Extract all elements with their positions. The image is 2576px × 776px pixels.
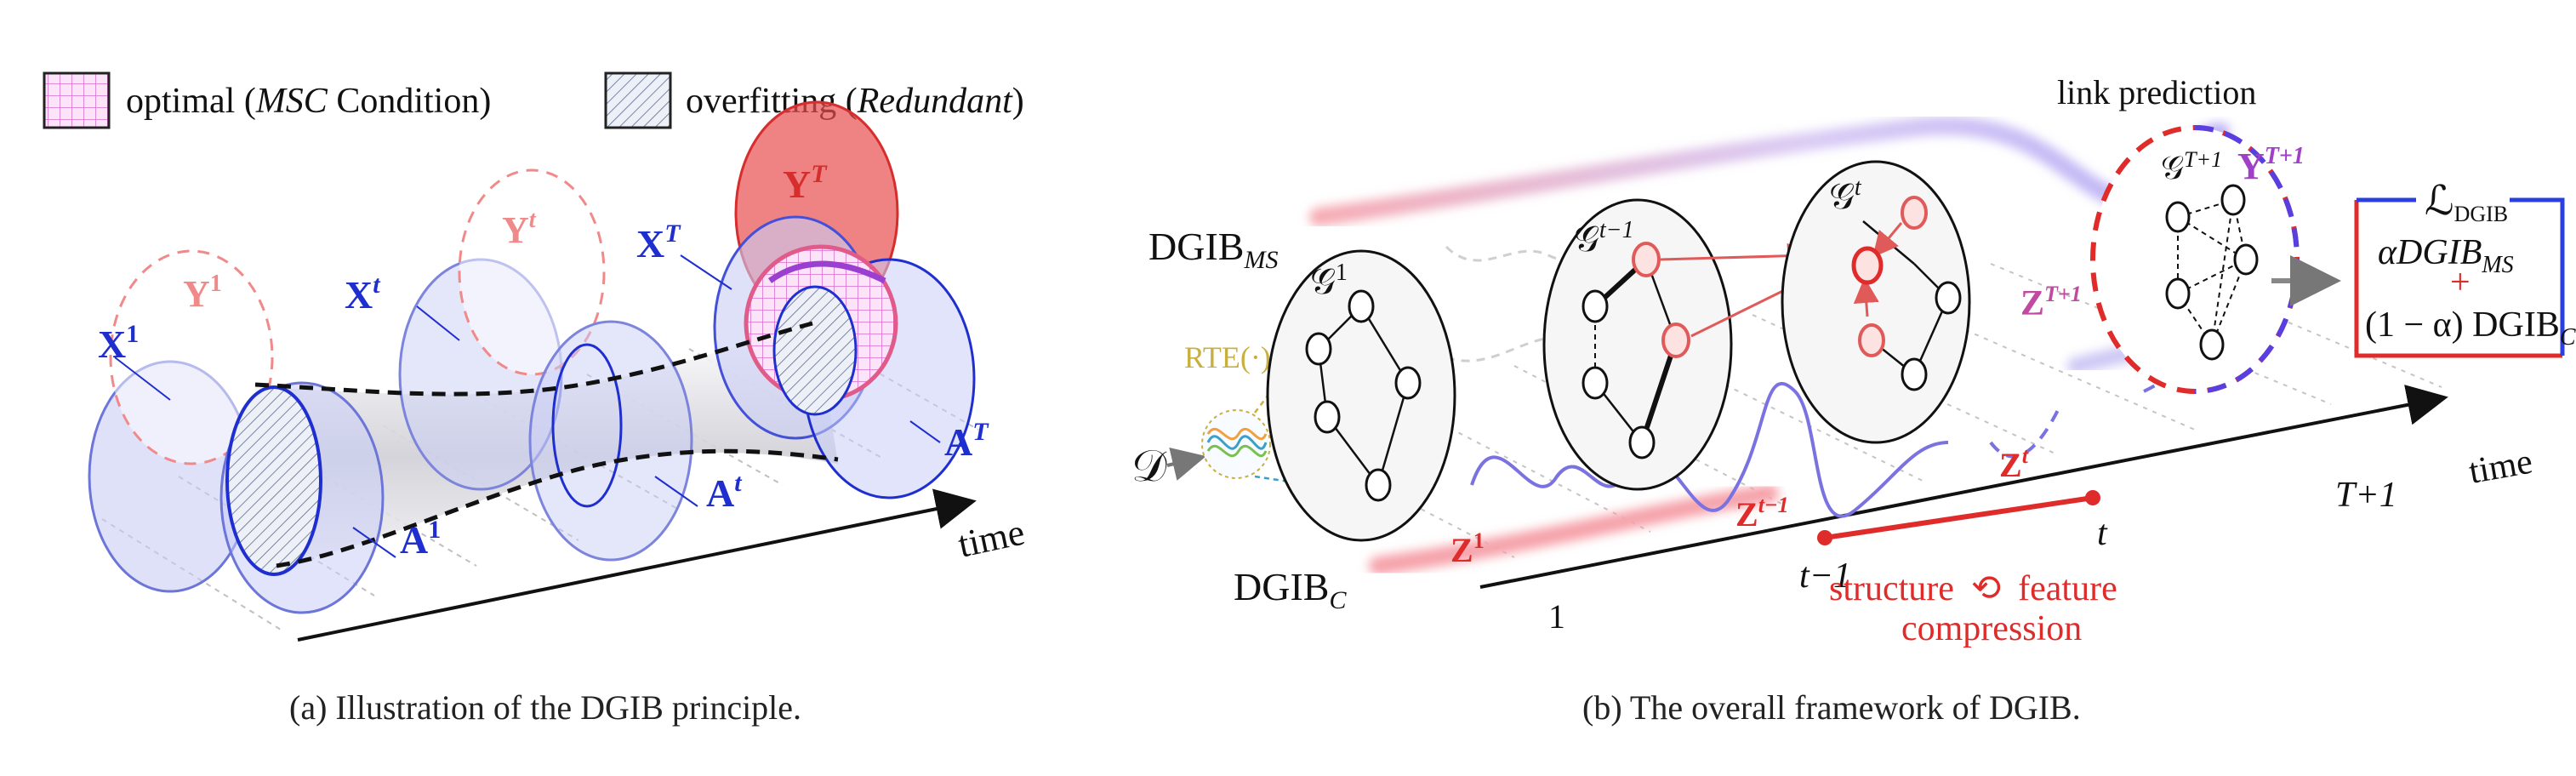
label-at: At	[706, 469, 743, 515]
ghost-waves	[1445, 245, 1634, 362]
at-ellipse	[528, 320, 693, 562]
svg-text:𝒢t−1: 𝒢t−1	[1574, 217, 1634, 260]
tick-1: 1	[1548, 597, 1565, 636]
overfitting-region-T	[772, 285, 858, 416]
loss-plus: +	[2450, 263, 2471, 302]
wave-icon-green	[1206, 444, 1268, 458]
tick-t: t	[2097, 514, 2108, 553]
graph-gt: 𝒢t	[1781, 160, 1971, 444]
zt-label: Zt	[1999, 443, 2029, 484]
legend: optimal (MSC Condition) overfitting (Red…	[43, 71, 1024, 129]
compression-line1: structure ⟲ feature	[1829, 569, 2117, 608]
legend-optimal-swatch	[43, 71, 111, 129]
label-yT: YT	[783, 160, 828, 206]
svg-text:ℒDGIB: ℒDGIB	[2425, 179, 2508, 226]
loss-box: ℒDGIB αDGIBMS + (1 − α) DGIBC	[2354, 179, 2576, 358]
dgib-ms-label: DGIBMS	[1148, 225, 1278, 274]
panel-b-time-axis	[1479, 385, 2448, 589]
tube-top-boundary	[254, 321, 813, 397]
wave-icon-blue	[1206, 435, 1268, 450]
tube-bottom-boundary	[276, 448, 839, 568]
caption-a: (a) Illustration of the DGIB principle.	[289, 688, 802, 727]
tick-dot-t	[2085, 490, 2100, 505]
caption-b: (b) The overall framework of DGIB.	[1582, 688, 2081, 727]
rte-encoder	[1201, 409, 1271, 479]
label-xt: Xt	[345, 271, 381, 317]
label-x1: X1	[98, 320, 139, 366]
rte-label: RTE(·)	[1184, 340, 1271, 374]
dataset-symbol: 𝒟	[1131, 442, 1167, 491]
panel-a-leaders	[114, 254, 941, 558]
overfitting-region-1	[225, 385, 322, 576]
legend-overfitting-label: overfitting (Redundant)	[686, 82, 1024, 121]
panel-a-time-axis	[297, 488, 977, 642]
link-prediction-label: link prediction	[2057, 73, 2256, 111]
dataset-arrow	[1166, 447, 1206, 481]
dgib-c-band	[1369, 484, 1779, 575]
dgib-c-label: DGIBC	[1234, 565, 1347, 614]
svg-text:𝒢T+1: 𝒢T+1	[2161, 147, 2222, 186]
graph-gt-1: 𝒢t−1	[1542, 198, 1733, 491]
yt-ellipse	[458, 168, 606, 376]
cycle-icon: ⟲	[1971, 569, 2001, 608]
label-y1: Y1	[183, 271, 222, 315]
compression-line2: compression	[1901, 609, 2082, 648]
svg-text:𝒢t: 𝒢t	[1829, 174, 1862, 217]
tick-T-plus-1: T+1	[2335, 476, 2397, 515]
latent-wave	[1470, 382, 1949, 518]
slice-t-ring	[551, 343, 623, 508]
compression-interval	[1824, 495, 2094, 540]
loss-line1: αDGIBMS	[2378, 233, 2514, 278]
panel-b-time-label: time	[2466, 442, 2536, 492]
z1-label: Z1	[1450, 528, 1485, 569]
y1-ellipse	[109, 249, 274, 465]
tick-dot-t-minus-1	[1817, 530, 1832, 545]
loss-line2: (1 − α) DGIBC	[2365, 305, 2576, 351]
label-aT: AT	[944, 418, 989, 464]
legend-overfitting-swatch	[604, 71, 672, 129]
label-xT: XT	[636, 220, 681, 265]
wave-icon-orange	[1206, 427, 1268, 441]
panel-b: time 1 t−1 t T+1 DGIBMS DGIBC 𝒟 RTE(·)	[1131, 73, 2576, 648]
label-yt: Yt	[502, 207, 537, 251]
zT-plus-1-label: ZT+1	[2020, 282, 2082, 323]
graph-gT-plus-1: 𝒢T+1	[2090, 125, 2300, 394]
svg-text:𝒢1: 𝒢1	[1310, 260, 1348, 302]
graph-g1: 𝒢1	[1266, 249, 1456, 542]
edge-arrow-1	[1660, 242, 1813, 269]
dgib-ms-band	[1309, 116, 2230, 226]
legend-optimal-label: optimal (MSC Condition)	[126, 82, 491, 121]
label-a1: A1	[400, 516, 441, 562]
tick-t-minus-1: t−1	[1799, 556, 1851, 596]
y-T-plus-1-label: YT+1	[2237, 143, 2305, 187]
purple-boundary	[767, 260, 886, 284]
panel-a-time-label: time	[955, 511, 1029, 566]
zt-1-label: Zt−1	[1735, 493, 1789, 534]
panel-a: time X1 Y1	[88, 100, 1029, 642]
